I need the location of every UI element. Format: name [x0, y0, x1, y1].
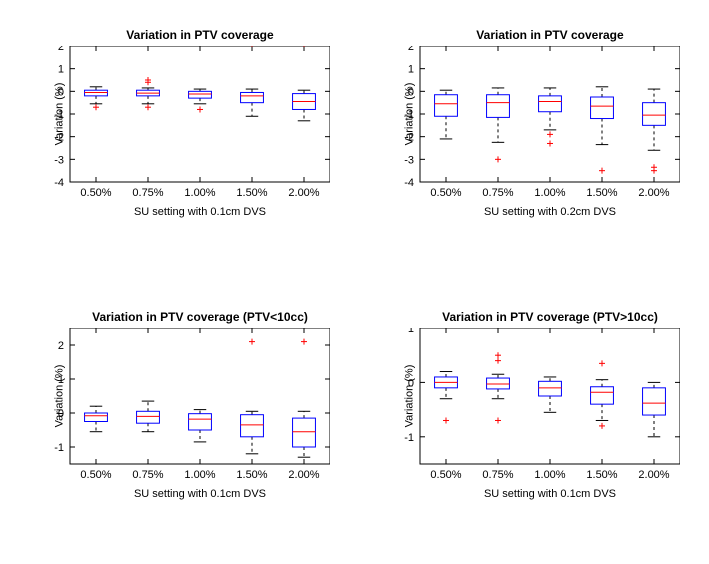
box [189, 414, 212, 430]
axes-box [70, 46, 330, 182]
y-tick-label: 2 [408, 46, 414, 53]
y-tick-label: 0 [408, 86, 414, 98]
y-tick-label: 0 [58, 408, 64, 420]
panel-p2: Variation in PTV coverageVariation (%)SU… [420, 28, 680, 218]
plot-area: -4 -3 -2 -1 0 1 2 0.50% 0.75% 1.00% 1.50% 2.00% [36, 46, 330, 200]
y-tick-label: -4 [404, 177, 414, 189]
x-tick-label: 0.50% [430, 469, 461, 481]
x-tick-label: 1.00% [184, 469, 215, 481]
box [137, 411, 160, 423]
panel-p3: Variation in PTV coverage (PTV<10cc)Vari… [70, 310, 330, 500]
x-tick-label: 2.00% [638, 187, 669, 199]
chart-title: Variation in PTV coverage (PTV>10cc) [420, 310, 680, 324]
y-tick-label: -1 [404, 432, 414, 444]
y-tick-label: 1 [58, 64, 64, 76]
x-tick-label: 2.00% [288, 187, 319, 199]
x-tick-label: 0.50% [80, 187, 111, 199]
x-tick-label: 2.00% [638, 469, 669, 481]
x-tick-label: 1.50% [586, 469, 617, 481]
y-tick-label: -1 [404, 109, 414, 121]
x-axis-label: SU setting with 0.1cm DVS [70, 206, 330, 218]
figure: Variation in PTV coverageVariation (%)SU… [0, 0, 709, 564]
box [85, 90, 108, 96]
y-tick-label: -4 [54, 177, 64, 189]
box [591, 97, 614, 119]
panel-p1: Variation in PTV coverageVariation (%)SU… [70, 28, 330, 218]
x-tick-label: 1.50% [236, 469, 267, 481]
y-tick-label: 1 [408, 64, 414, 76]
y-tick-label: -1 [54, 442, 64, 454]
x-axis-label: SU setting with 0.1cm DVS [70, 488, 330, 500]
x-axis-label: SU setting with 0.1cm DVS [420, 488, 680, 500]
y-tick-label: -1 [54, 109, 64, 121]
box [539, 96, 562, 112]
chart-title: Variation in PTV coverage [70, 28, 330, 42]
x-tick-label: 1.50% [586, 187, 617, 199]
box [643, 103, 666, 126]
x-axis-label: SU setting with 0.2cm DVS [420, 206, 680, 218]
y-tick-label: -3 [54, 154, 64, 166]
y-tick-label: 2 [58, 46, 64, 53]
x-tick-label: 0.75% [482, 469, 513, 481]
box [241, 415, 264, 437]
box [643, 388, 666, 415]
box [189, 91, 212, 98]
x-tick-label: 1.00% [534, 187, 565, 199]
y-tick-label: 1 [408, 328, 414, 335]
box [591, 387, 614, 404]
y-tick-label: -2 [404, 132, 414, 144]
box [435, 95, 458, 117]
x-tick-label: 0.75% [132, 469, 163, 481]
plot-area: -1 0 1 2 0.50% 0.75% 1.00% 1.50% 2.00% [36, 328, 330, 482]
chart-title: Variation in PTV coverage [420, 28, 680, 42]
x-tick-label: 0.75% [482, 187, 513, 199]
plot-area: -1 0 1 0.50% 0.75% 1.00% 1.50% 2.00% [386, 328, 680, 482]
y-tick-label: -3 [404, 154, 414, 166]
box [85, 413, 108, 422]
box [539, 381, 562, 396]
y-tick-label: 1 [58, 374, 64, 386]
plot-area: -4 -3 -2 -1 0 1 2 0.50% 0.75% 1.00% 1.50% 2.00% [386, 46, 680, 200]
y-tick-label: 0 [58, 86, 64, 98]
box [487, 95, 510, 118]
x-tick-label: 1.00% [534, 469, 565, 481]
y-tick-label: 2 [58, 340, 64, 352]
box [293, 418, 316, 447]
x-tick-label: 0.50% [80, 469, 111, 481]
box [241, 92, 264, 102]
x-tick-label: 2.00% [288, 469, 319, 481]
chart-title: Variation in PTV coverage (PTV<10cc) [70, 310, 330, 324]
x-tick-label: 1.50% [236, 187, 267, 199]
y-tick-label: 0 [408, 377, 414, 389]
x-tick-label: 0.75% [132, 187, 163, 199]
axes-box [70, 328, 330, 464]
x-tick-label: 1.00% [184, 187, 215, 199]
box [487, 378, 510, 389]
y-tick-label: -2 [54, 132, 64, 144]
x-tick-label: 0.50% [430, 187, 461, 199]
panel-p4: Variation in PTV coverage (PTV>10cc)Vari… [420, 310, 680, 500]
